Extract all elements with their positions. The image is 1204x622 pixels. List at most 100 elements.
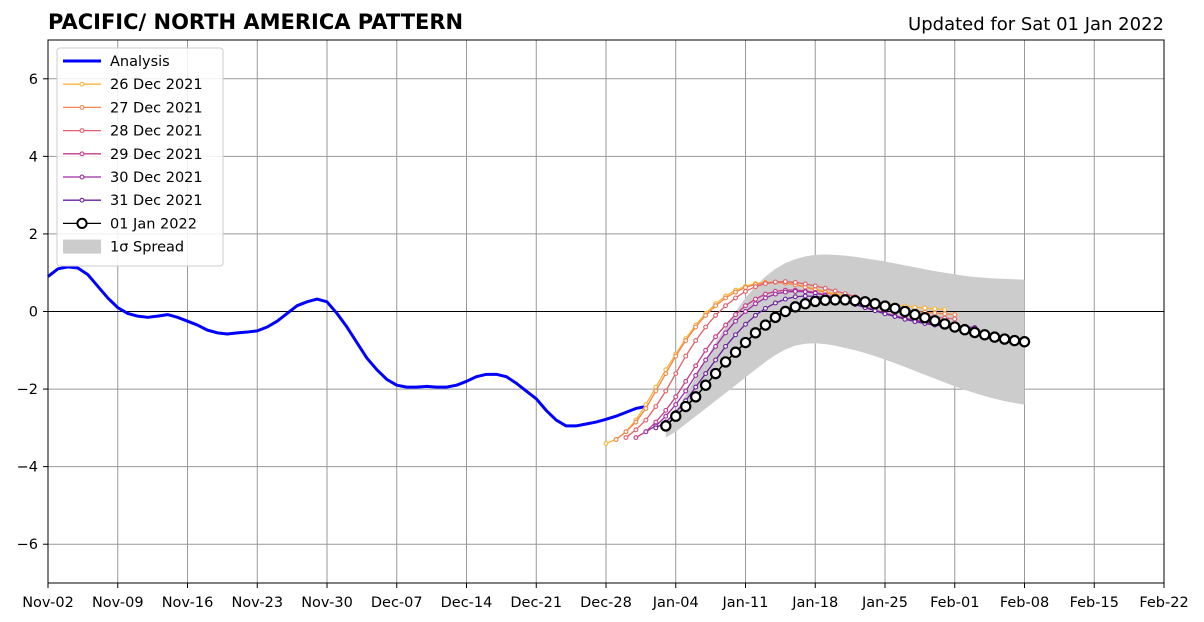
- forecast-point: [723, 343, 729, 349]
- forecast-point: [782, 296, 788, 302]
- forecast-point: [782, 279, 788, 285]
- forecast-point: [739, 336, 752, 349]
- forecast-point: [603, 440, 609, 446]
- y-tick-label: 6: [29, 72, 38, 88]
- forecast-point: [912, 304, 918, 310]
- legend-label: Analysis: [110, 54, 170, 70]
- forecast-point: [772, 279, 778, 285]
- y-tick-label: −4: [17, 460, 38, 476]
- x-tick-label: Jan-11: [721, 595, 768, 611]
- forecast-point: [680, 400, 692, 413]
- forecast-point: [713, 312, 719, 318]
- forecast-point: [753, 296, 758, 302]
- forecast-point: [633, 419, 639, 425]
- forecast-point: [952, 312, 958, 318]
- forecast-point: [689, 391, 702, 403]
- forecast-point: [849, 294, 861, 307]
- forecast-point: [703, 324, 709, 330]
- forecast-point: [673, 371, 679, 377]
- forecast-point: [660, 420, 672, 432]
- forecast-point: [753, 284, 758, 290]
- legend-swatch-marker: [79, 81, 85, 87]
- forecast-point: [653, 419, 659, 425]
- forecast-point: [673, 402, 679, 408]
- forecast-point: [743, 303, 748, 309]
- forecast-point: [693, 363, 699, 369]
- forecast-point: [723, 303, 729, 309]
- forecast-point: [949, 321, 961, 333]
- forecast-point: [922, 305, 928, 311]
- x-tick-label: Dec-21: [510, 595, 562, 611]
- forecast-point: [733, 312, 738, 318]
- forecast-point: [859, 296, 871, 308]
- forecast-point: [802, 293, 808, 299]
- forecast-point: [899, 305, 911, 318]
- forecast-point: [743, 309, 748, 314]
- legend-swatch-spread: [63, 239, 101, 254]
- legend-swatch-marker: [76, 217, 88, 229]
- forecast-point: [683, 338, 689, 344]
- forecast-point: [643, 429, 649, 435]
- legend-label: 01 Jan 2022: [110, 216, 197, 232]
- forecast-point: [733, 289, 738, 295]
- x-tick-label: Jan-25: [861, 595, 908, 611]
- forecast-point: [653, 425, 659, 431]
- legend-label: 28 Dec 2021: [110, 124, 203, 140]
- forecast-point: [713, 334, 719, 340]
- forecast-point: [743, 285, 748, 290]
- chart-title: PACIFIC/ NORTH AMERICA PATTERN: [48, 10, 463, 34]
- forecast-point: [653, 404, 659, 409]
- forecast-point: [759, 319, 772, 331]
- forecast-point: [802, 281, 808, 287]
- x-tick-label: Dec-14: [441, 595, 493, 611]
- forecast-point: [932, 306, 938, 312]
- forecast-point: [832, 288, 838, 294]
- forecast-point: [719, 356, 732, 368]
- forecast-point: [753, 301, 758, 307]
- forecast-point: [889, 302, 901, 315]
- forecast-point: [743, 288, 748, 294]
- x-tick-label: Feb-08: [1000, 595, 1049, 611]
- axis-ticks: Nov-02 Nov-09 Nov-16 Nov-23 Nov-30 Dec-07 Dec-…: [17, 72, 1189, 611]
- legend-swatch-marker: [79, 197, 85, 203]
- forecast-point: [663, 407, 669, 413]
- forecast-point: [673, 353, 679, 359]
- forecast-point: [959, 324, 971, 336]
- legend-label: 30 Dec 2021: [110, 170, 203, 186]
- forecast-point: [753, 312, 758, 318]
- legend-label: 26 Dec 2021: [110, 77, 203, 93]
- x-tick-label: Nov-09: [92, 595, 144, 611]
- forecast-point: [683, 388, 689, 394]
- legend-box: [56, 47, 224, 267]
- y-tick-label: 2: [29, 227, 38, 243]
- forecast-point: [968, 326, 981, 339]
- forecast-point: [892, 314, 898, 319]
- forecast-point: [683, 378, 689, 384]
- legend-swatch-marker: [79, 104, 85, 110]
- x-tick-label: Dec-28: [580, 595, 632, 611]
- y-tick-label: −2: [17, 382, 38, 398]
- forecast-point: [819, 294, 831, 306]
- forecast-point: [799, 298, 811, 310]
- forecast-point: [723, 322, 729, 328]
- forecast-point: [729, 346, 742, 358]
- x-tick-label: Feb-15: [1070, 595, 1119, 611]
- forecast-point: [879, 300, 891, 312]
- y-tick-label: 0: [29, 305, 38, 321]
- forecast-6: [660, 294, 1031, 432]
- forecast-point: [942, 307, 948, 313]
- forecast-point: [713, 343, 719, 349]
- forecast-point: [663, 371, 669, 377]
- legend-swatch-marker: [79, 151, 85, 157]
- forecast-point: [723, 330, 729, 336]
- forecast-point: [932, 310, 938, 316]
- forecast-point: [703, 357, 709, 363]
- forecast-point: [978, 329, 991, 341]
- forecast-point: [670, 410, 682, 422]
- forecast-point: [812, 283, 818, 289]
- analysis-line: [47, 265, 647, 428]
- forecast-point: [743, 321, 748, 327]
- forecast-point: [709, 367, 722, 380]
- forecast-point: [703, 347, 709, 353]
- legend-swatch-marker: [79, 128, 85, 134]
